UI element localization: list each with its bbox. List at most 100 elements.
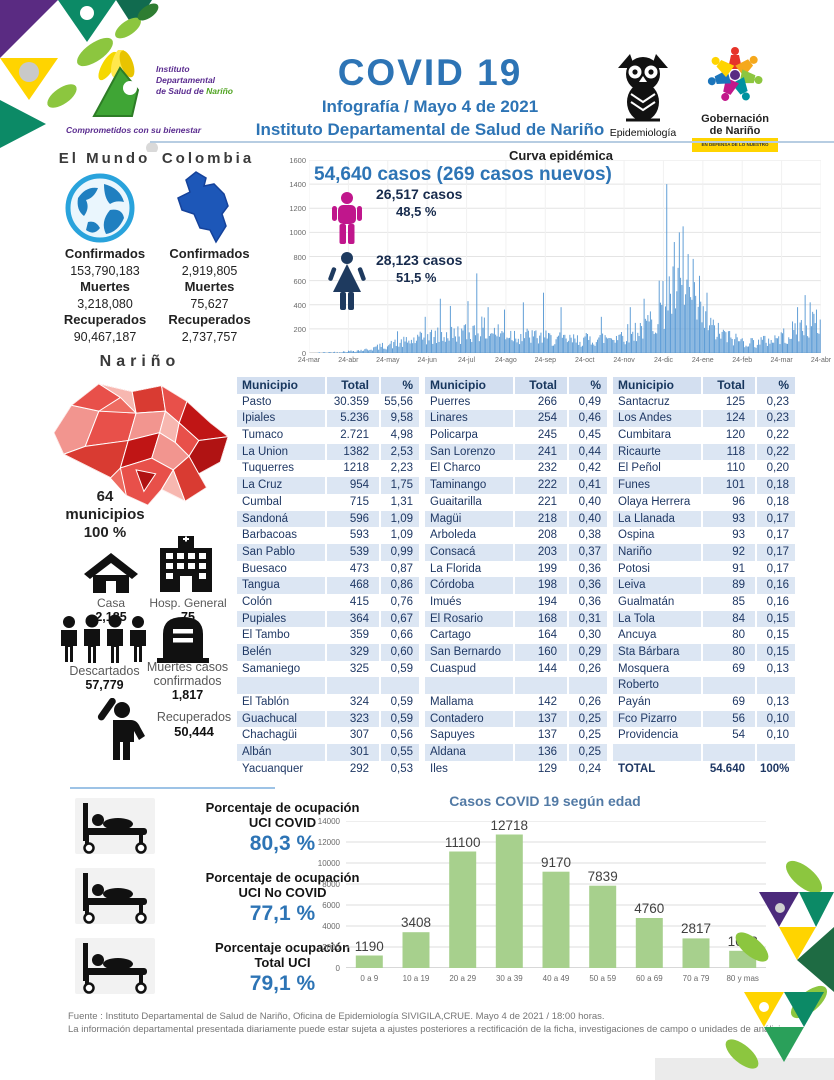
table-cell: 0,76 [381,593,419,611]
table-cell: 54.640 [703,760,755,778]
table-cell: Taminango [425,477,513,494]
narino-map [53,383,229,506]
table-cell: 208 [515,527,567,544]
epidemiologia-label: Epidemiología [609,127,677,139]
uci-covid-line1: Porcentaje de ocupación [205,800,360,815]
table-cell: 0,15 [757,610,795,628]
uci-no-covid-line2: UCI No COVID [238,885,327,900]
table-cell: Guaitarilla [425,493,513,511]
gobernacion-label: Gobernación de Nariño EN DEFENSA DE LO N… [692,113,778,152]
age-x-tick-label: 70 a 79 [682,974,710,983]
table-cell: 0,86 [381,577,419,594]
epi-x-tick-label: 24-jul [457,357,476,364]
table-cell: 89 [703,577,755,594]
table-cell: 359 [327,627,379,644]
epi-x-tick-label: 24-mar [770,357,793,364]
age-plot [346,821,766,968]
recovered-person-icon [97,698,145,760]
narino-municipios: 64 municipios 100 % [50,488,160,542]
age-y-axis: 0 2000 4000 6000 8000 10000 12000 14000 [300,817,340,973]
table-cell: 0,49 [569,393,607,411]
table-cell: 203 [515,543,567,561]
table-cell: Consacá [425,543,513,561]
header-divider [150,141,834,143]
age-x-tick-label: 30 a 39 [495,974,523,983]
footer-line2: La información departamental presentada … [68,1024,788,1035]
epi-y-tick-label: 400 [293,300,306,310]
gobernacion-logo: Gobernación de Nariño EN DEFENSA DE LO N… [692,42,778,152]
world-recuperados-value: 90,467,187 [73,329,137,344]
decor-top-left [0,0,159,152]
left-divider [70,787,275,789]
table-cell: 1,75 [381,477,419,494]
table-cell: 473 [327,560,379,578]
table-cell: 1,09 [381,527,419,544]
idsn-line2: Departamental [156,75,216,85]
table-header-cell: Municipio [425,377,513,394]
table-cell: Córdoba [425,577,513,594]
table-cell: Barbacoas [237,527,325,544]
male-cases: 26,517 casos [376,186,463,202]
table-cell: 0,17 [757,510,795,528]
globe-icon [65,173,135,243]
people-group-icon [61,614,146,663]
colombia-stats: Confirmados 2,919,805 Muertes 75,627 Rec… [152,246,267,345]
table-cell: 2,53 [381,443,419,461]
epi-x-tick-label: 24-dic [653,357,674,364]
table-cell: Tuquerres [237,460,325,478]
table-cell: 539 [327,543,379,561]
table-cell: 329 [327,644,379,661]
table-cell: 0,59 [381,694,419,711]
epi-x-tick-label: 24-oct [574,357,595,364]
table-cell: Arboleda [425,527,513,544]
table-cell: 954 [327,477,379,494]
table-cell: Leiva [613,577,701,594]
table-cell: 0,17 [757,560,795,578]
age-bar-value: 11100 [444,834,481,850]
epicurve-y-axis: 0 200 400 600 800 1000 1200 1400 1600 [289,156,306,358]
table-cell: El Rosario [425,610,513,628]
epi-y-tick-label: 600 [293,276,306,286]
table-cell: Linares [425,410,513,428]
idsn-logo-icon [92,50,140,117]
gobernacion-line1: Gobernación [701,113,769,125]
age-x-tick-label: 10 a 19 [402,974,430,983]
age-bar-value: 9170 [540,854,572,870]
descartados-value: 57,779 [85,678,124,692]
table-cell: 715 [327,493,379,511]
table-group-2: Municipio Total% Puerres 266 0,49 Linares 254 0… [425,377,607,778]
table-cell: 0,15 [757,644,795,661]
table-cell: 0,46 [569,410,607,428]
uci-total-line2: Total UCI [254,955,311,970]
table-cell: El Charco [425,460,513,478]
table-cell: 307 [327,727,379,745]
uci-total-value: 79,1 % [249,972,316,995]
colombia-muertes-value: 75,627 [190,296,229,311]
table-cell: Cartago [425,627,513,644]
table-cell: 110 [703,460,755,478]
table-cell: 93 [703,510,755,528]
epicurve-title: Curva epidémica [508,148,614,163]
age-bar-value: 4760 [634,901,665,916]
table-cell: Roberto [613,677,701,695]
table-cell: 0,67 [381,610,419,628]
table-cell: 0,36 [569,593,607,611]
table-header-cell: Municipio [237,377,325,394]
table-cell: 415 [327,593,379,611]
table-cell: 325 [327,660,379,678]
age-y-tick-label: 14000 [317,817,340,826]
table-cell: 0,22 [757,443,795,461]
table-cell: San Bernardo [425,644,513,661]
epi-y-tick-label: 200 [293,324,306,334]
male-icon [332,192,362,244]
table-cell: 120 [703,427,755,444]
muertes-label: Muertes casos confirmados [146,660,229,688]
table-header-cell: % [569,377,607,394]
municipality-table: Municipio Total% Pasto 30.359 55,56 Ipiales 5.… [237,377,795,778]
gobernacion-icon [707,47,763,101]
table-cell: El Peñol [613,460,701,478]
table-header-cell: Total [703,377,755,394]
table-cell: 85 [703,593,755,611]
table-cell: 323 [327,710,379,728]
table-cell: 168 [515,610,567,628]
